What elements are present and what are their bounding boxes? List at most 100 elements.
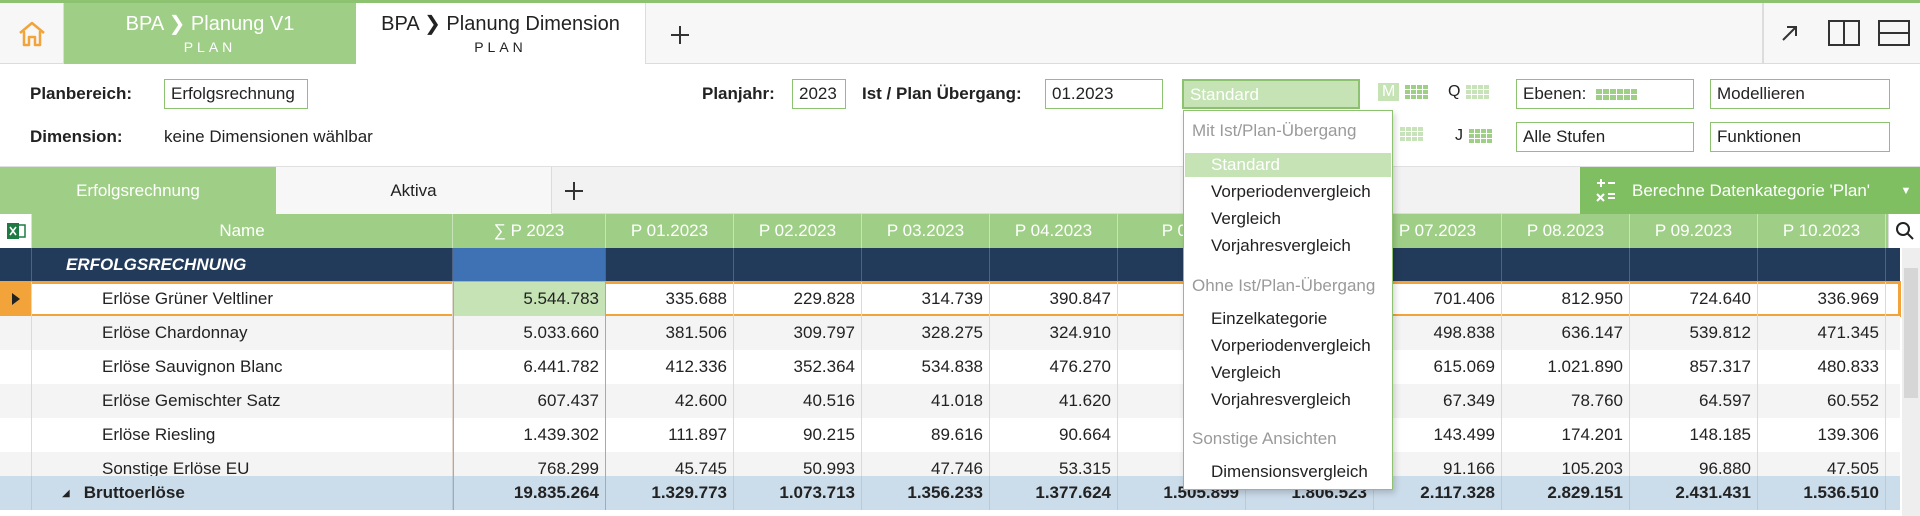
dropdown-item[interactable]: Vergleich xyxy=(1211,209,1281,228)
value-cell[interactable]: 539.812 xyxy=(1630,316,1758,350)
sum-value-cell[interactable]: 2.117.328 xyxy=(1374,476,1502,510)
table-row[interactable]: Erlöse Riesling 1.439.302 111.897 90.215 89.… xyxy=(0,418,1900,452)
dropdown-item-standard[interactable]: Standard xyxy=(1185,153,1391,177)
add-document-button[interactable] xyxy=(660,15,700,55)
home-button[interactable] xyxy=(0,3,64,64)
value-cell[interactable]: 724.640 xyxy=(1630,282,1758,316)
sum-value-cell[interactable]: 1.536.510 xyxy=(1758,476,1886,510)
doc-tab-planung-dimension[interactable]: BPA ❯ Planung Dimension PLAN xyxy=(356,3,646,64)
sum-value-cell[interactable]: 2.431.431 xyxy=(1630,476,1758,510)
value-cell[interactable]: 314.739 xyxy=(862,282,990,316)
column-header-name[interactable]: Name xyxy=(32,214,453,248)
sum-value-cell[interactable]: 2.829.151 xyxy=(1502,476,1630,510)
sum-value-cell[interactable]: 1.073.713 xyxy=(734,476,862,510)
table-row[interactable]: Erlöse Sauvignon Blanc 6.441.782 412.336 35… xyxy=(0,350,1900,384)
period-year-toggle[interactable]: J xyxy=(1455,127,1492,145)
table-row[interactable]: Erlöse Grüner Veltliner 5.544.783 335.688 2… xyxy=(0,281,1901,317)
row-name[interactable]: Erlöse Grüner Veltliner xyxy=(32,282,453,316)
value-cell[interactable]: 5.033.660 xyxy=(453,316,606,350)
column-header[interactable]: P 07.2023 xyxy=(1374,214,1502,248)
value-cell[interactable]: 91.166 xyxy=(1374,452,1502,486)
add-sheet-button[interactable] xyxy=(555,172,593,210)
sum-row-name[interactable]: ◢ Bruttoerlöse xyxy=(32,476,453,510)
ist-plan-input[interactable]: 01.2023 xyxy=(1045,79,1163,109)
value-cell[interactable]: 60.552 xyxy=(1758,384,1886,418)
sheet-tab-erfolgsrechnung[interactable]: Erfolgsrechnung xyxy=(0,167,276,214)
period-half-toggle[interactable] xyxy=(1400,127,1423,141)
value-cell[interactable]: 335.688 xyxy=(606,282,734,316)
column-header[interactable]: ∑ P 2023 xyxy=(453,214,606,248)
value-cell[interactable]: 309.797 xyxy=(734,316,862,350)
value-cell[interactable]: 6.441.782 xyxy=(453,350,606,384)
value-cell[interactable]: 328.275 xyxy=(862,316,990,350)
column-header[interactable]: P 03.2023 xyxy=(862,214,990,248)
dropdown-item[interactable]: Einzelkategorie xyxy=(1211,309,1328,328)
value-cell[interactable]: 148.185 xyxy=(1630,418,1758,452)
value-cell[interactable]: 534.838 xyxy=(862,350,990,384)
row-name[interactable]: Sonstige Erlöse EU xyxy=(32,452,453,486)
sum-row-bruttoerloese[interactable]: ◢ Bruttoerlöse 19.835.264 1.329.773 1.073.… xyxy=(0,476,1900,510)
column-header[interactable]: P 02.2023 xyxy=(734,214,862,248)
value-cell[interactable]: 336.969 xyxy=(1758,282,1886,316)
dropdown-item[interactable]: Vorperiodenvergleich xyxy=(1211,182,1371,201)
value-cell[interactable]: 47.505 xyxy=(1758,452,1886,486)
value-cell[interactable]: 139.306 xyxy=(1758,418,1886,452)
value-cell[interactable]: 96.880 xyxy=(1630,452,1758,486)
table-search-button[interactable] xyxy=(1888,214,1920,248)
value-cell[interactable]: 78.760 xyxy=(1502,384,1630,418)
dropdown-item[interactable]: Vorjahresvergleich xyxy=(1211,390,1351,409)
value-cell[interactable]: 1.021.890 xyxy=(1502,350,1630,384)
dropdown-item[interactable]: Vorjahresvergleich xyxy=(1211,236,1351,255)
value-cell[interactable]: 857.317 xyxy=(1630,350,1758,384)
sum-value-cell[interactable]: 19.835.264 xyxy=(453,476,606,510)
table-row[interactable]: Erlöse Gemischter Satz 607.437 42.600 40.51… xyxy=(0,384,1900,418)
value-cell[interactable]: 41.018 xyxy=(862,384,990,418)
scrollbar-thumb[interactable] xyxy=(1904,268,1918,398)
split-vertical-button[interactable] xyxy=(1820,9,1868,57)
collapse-icon[interactable]: ◢ xyxy=(62,487,70,499)
value-cell[interactable]: 476.270 xyxy=(990,350,1118,384)
value-cell[interactable]: 5.544.783 xyxy=(453,282,606,316)
sheet-tab-aktiva[interactable]: Aktiva xyxy=(276,167,552,214)
view-select[interactable]: Standard xyxy=(1182,79,1360,109)
value-cell[interactable]: 45.745 xyxy=(606,452,734,486)
doc-tab-planung-v1[interactable]: BPA ❯ Planung V1 PLAN xyxy=(64,3,356,64)
period-month-toggle[interactable]: M xyxy=(1378,83,1429,101)
split-horizontal-button[interactable] xyxy=(1870,9,1918,57)
sum-value-cell[interactable]: 1.329.773 xyxy=(606,476,734,510)
column-header[interactable]: P 10.2023 xyxy=(1758,214,1886,248)
dropdown-item[interactable]: Vergleich xyxy=(1211,363,1281,382)
value-cell[interactable]: 143.499 xyxy=(1374,418,1502,452)
value-cell[interactable]: 90.664 xyxy=(990,418,1118,452)
value-cell[interactable]: 381.506 xyxy=(606,316,734,350)
sum-value-cell[interactable]: 1.356.233 xyxy=(862,476,990,510)
row-name[interactable]: Erlöse Gemischter Satz xyxy=(32,384,453,418)
modellieren-button[interactable]: Modellieren xyxy=(1710,79,1890,109)
value-cell[interactable]: 636.147 xyxy=(1502,316,1630,350)
excel-export-button[interactable] xyxy=(0,214,32,248)
value-cell[interactable]: 352.364 xyxy=(734,350,862,384)
planbereich-select[interactable]: Erfolgsrechnung xyxy=(164,79,308,109)
dropdown-item[interactable]: Vorperiodenvergleich xyxy=(1211,336,1371,355)
funktionen-button[interactable]: Funktionen xyxy=(1710,122,1890,152)
sum-value-cell[interactable]: 1.377.624 xyxy=(990,476,1118,510)
value-cell[interactable]: 498.838 xyxy=(1374,316,1502,350)
value-cell[interactable]: 111.897 xyxy=(606,418,734,452)
value-cell[interactable]: 41.620 xyxy=(990,384,1118,418)
value-cell[interactable]: 42.600 xyxy=(606,384,734,418)
value-cell[interactable]: 480.833 xyxy=(1758,350,1886,384)
chevron-down-icon[interactable]: ▼ xyxy=(1900,184,1912,197)
column-header[interactable]: P 08.2023 xyxy=(1502,214,1630,248)
value-cell[interactable]: 607.437 xyxy=(453,384,606,418)
value-cell[interactable]: 174.201 xyxy=(1502,418,1630,452)
dropdown-item[interactable]: Dimensionsvergleich xyxy=(1211,462,1368,481)
period-quarter-toggle[interactable]: Q xyxy=(1448,83,1490,101)
row-name[interactable]: Erlöse Sauvignon Blanc xyxy=(32,350,453,384)
value-cell[interactable]: 1.439.302 xyxy=(453,418,606,452)
value-cell[interactable]: 229.828 xyxy=(734,282,862,316)
value-cell[interactable]: 53.315 xyxy=(990,452,1118,486)
value-cell[interactable]: 67.349 xyxy=(1374,384,1502,418)
value-cell[interactable]: 412.336 xyxy=(606,350,734,384)
table-row[interactable]: Erlöse Chardonnay 5.033.660 381.506 309.797… xyxy=(0,316,1900,350)
value-cell[interactable]: 47.746 xyxy=(862,452,990,486)
